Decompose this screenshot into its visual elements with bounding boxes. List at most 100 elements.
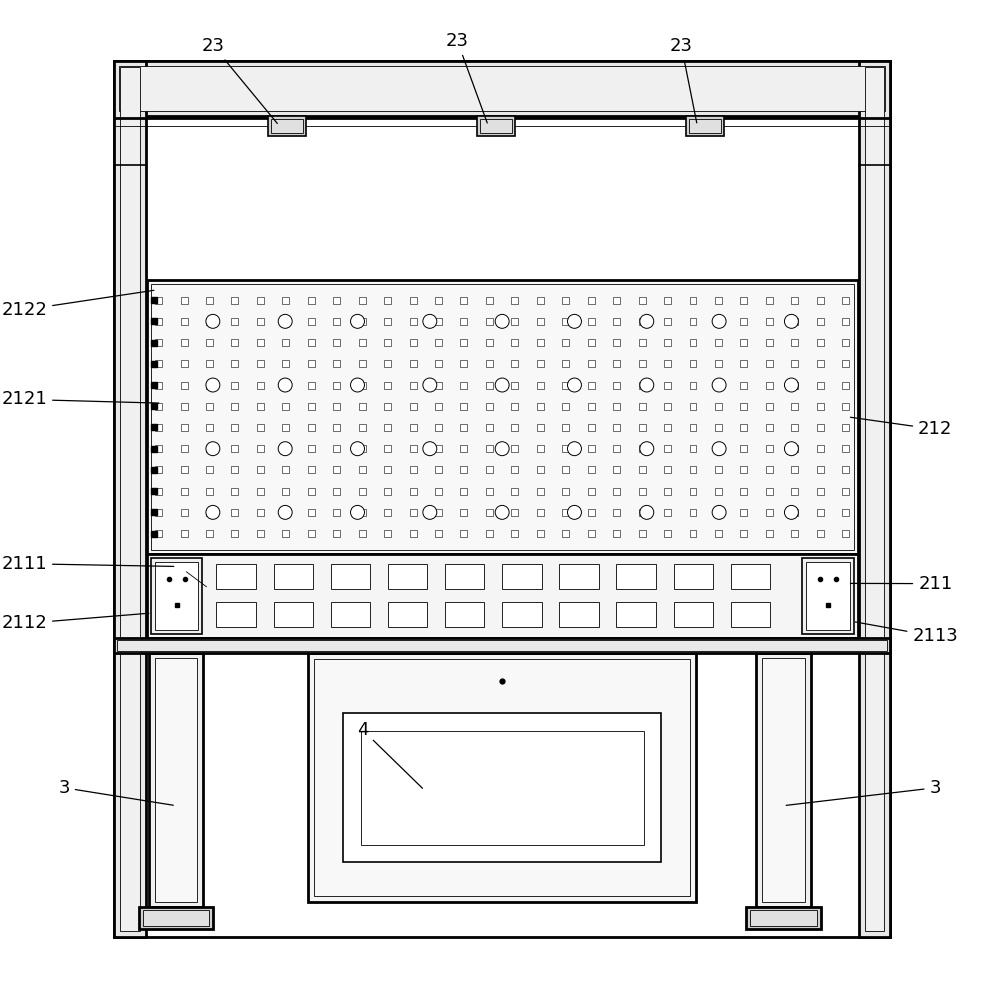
Bar bbox=[384, 403, 391, 410]
Bar bbox=[817, 317, 824, 324]
Bar bbox=[766, 488, 773, 495]
Bar bbox=[791, 509, 798, 516]
Bar bbox=[308, 317, 315, 324]
Bar bbox=[690, 339, 696, 346]
Bar bbox=[740, 403, 747, 410]
Bar bbox=[119, 66, 885, 111]
Bar bbox=[817, 509, 824, 516]
Bar bbox=[842, 424, 849, 431]
Bar bbox=[206, 424, 213, 431]
Bar bbox=[715, 317, 722, 324]
Bar bbox=[486, 488, 493, 495]
Circle shape bbox=[712, 442, 726, 456]
Bar bbox=[384, 296, 391, 303]
Bar bbox=[384, 530, 391, 537]
Bar bbox=[231, 466, 238, 473]
Bar bbox=[502, 564, 542, 589]
Circle shape bbox=[640, 378, 654, 392]
Bar bbox=[639, 509, 646, 516]
Bar bbox=[149, 654, 203, 907]
Bar bbox=[359, 509, 366, 516]
Bar bbox=[791, 381, 798, 388]
Bar bbox=[480, 119, 512, 133]
Bar bbox=[791, 296, 798, 303]
Bar bbox=[537, 381, 544, 388]
Circle shape bbox=[206, 442, 220, 456]
Bar bbox=[511, 424, 518, 431]
Bar bbox=[435, 509, 442, 516]
Text: 2111: 2111 bbox=[1, 555, 174, 573]
Bar bbox=[616, 564, 656, 589]
Bar bbox=[410, 381, 417, 388]
Bar bbox=[562, 296, 569, 303]
Bar bbox=[842, 403, 849, 410]
Bar bbox=[511, 339, 518, 346]
Bar bbox=[511, 403, 518, 410]
Bar bbox=[842, 360, 849, 367]
Bar bbox=[231, 381, 238, 388]
Bar bbox=[206, 466, 213, 473]
Bar bbox=[562, 488, 569, 495]
Bar bbox=[791, 339, 798, 346]
Bar bbox=[361, 731, 644, 844]
Bar bbox=[231, 403, 238, 410]
Bar bbox=[639, 296, 646, 303]
Bar bbox=[740, 445, 747, 452]
Bar bbox=[690, 530, 696, 537]
Bar bbox=[257, 488, 264, 495]
Bar bbox=[155, 509, 162, 516]
Bar bbox=[460, 381, 467, 388]
Bar bbox=[690, 424, 696, 431]
Circle shape bbox=[712, 505, 726, 519]
Circle shape bbox=[495, 378, 509, 392]
Bar bbox=[435, 530, 442, 537]
Bar bbox=[511, 445, 518, 452]
Bar bbox=[308, 339, 315, 346]
Bar bbox=[117, 641, 887, 652]
Bar bbox=[766, 360, 773, 367]
Bar bbox=[410, 296, 417, 303]
Bar bbox=[359, 381, 366, 388]
Bar bbox=[155, 339, 162, 346]
Bar bbox=[842, 445, 849, 452]
Bar bbox=[715, 488, 722, 495]
Bar bbox=[511, 317, 518, 324]
Bar bbox=[740, 530, 747, 537]
Bar bbox=[155, 403, 162, 410]
Bar bbox=[384, 445, 391, 452]
Bar bbox=[155, 317, 162, 324]
Bar bbox=[308, 654, 696, 902]
Bar bbox=[537, 296, 544, 303]
Bar bbox=[308, 530, 315, 537]
Bar bbox=[791, 360, 798, 367]
Bar bbox=[206, 403, 213, 410]
Bar bbox=[147, 280, 858, 554]
Text: 23: 23 bbox=[446, 32, 487, 123]
Bar bbox=[746, 907, 821, 929]
Bar bbox=[257, 466, 264, 473]
Bar bbox=[715, 296, 722, 303]
Bar bbox=[333, 317, 340, 324]
Bar bbox=[766, 403, 773, 410]
Bar bbox=[257, 381, 264, 388]
Bar bbox=[690, 488, 696, 495]
Bar bbox=[206, 381, 213, 388]
Circle shape bbox=[206, 378, 220, 392]
Text: 211: 211 bbox=[850, 575, 952, 593]
Bar bbox=[460, 339, 467, 346]
Bar bbox=[766, 530, 773, 537]
Bar bbox=[155, 424, 162, 431]
Bar bbox=[613, 339, 620, 346]
Bar bbox=[384, 360, 391, 367]
Bar bbox=[690, 466, 696, 473]
Bar bbox=[639, 488, 646, 495]
Circle shape bbox=[640, 314, 654, 328]
Bar bbox=[690, 403, 696, 410]
Bar bbox=[257, 424, 264, 431]
Bar bbox=[410, 360, 417, 367]
Bar bbox=[206, 509, 213, 516]
Bar bbox=[791, 317, 798, 324]
Bar bbox=[639, 445, 646, 452]
Bar bbox=[511, 466, 518, 473]
Bar bbox=[308, 488, 315, 495]
